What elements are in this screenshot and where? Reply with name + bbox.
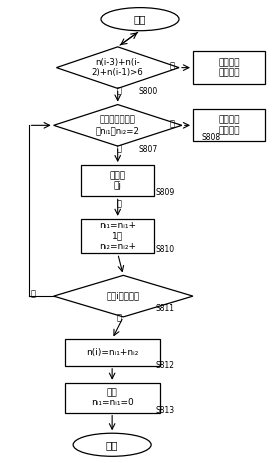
Text: n(i-3)+n(i-
2)+n(i-1)>6: n(i-3)+n(i- 2)+n(i-1)>6 (92, 58, 144, 77)
Text: 开始: 开始 (134, 14, 146, 24)
Text: S808: S808 (202, 133, 221, 142)
Text: S812: S812 (156, 361, 174, 370)
Text: 否: 否 (30, 290, 35, 299)
Text: S809: S809 (155, 188, 175, 197)
Bar (193, 51, 265, 84)
Ellipse shape (73, 433, 151, 457)
Bar (65, 339, 160, 366)
Text: S813: S813 (155, 406, 175, 415)
Polygon shape (54, 105, 182, 146)
Text: 周期i是否结束: 周期i是否结束 (107, 292, 140, 300)
Text: 普通相位
插入模块: 普通相位 插入模块 (218, 58, 240, 77)
Text: 否: 否 (116, 199, 122, 208)
Bar (81, 219, 154, 253)
Text: 否: 否 (116, 86, 122, 95)
Text: nᵢ₁=nᵢ₁+
1或
nᵢ₂=nᵢ₂+: nᵢ₁=nᵢ₁+ 1或 nᵢ₂=nᵢ₂+ (99, 221, 136, 251)
Polygon shape (56, 47, 179, 88)
Bar (193, 109, 265, 142)
Text: S807: S807 (139, 145, 158, 154)
Ellipse shape (101, 7, 179, 31)
Text: 是: 是 (170, 119, 174, 128)
Text: 插入相
位j: 插入相 位j (110, 171, 126, 190)
Text: 重置
nᵢ₁=nᵢ₁=0: 重置 nᵢ₁=nᵢ₁=0 (91, 388, 134, 407)
Text: 配时不变
保存请求: 配时不变 保存请求 (218, 116, 240, 135)
Text: S800: S800 (139, 87, 158, 96)
Polygon shape (54, 275, 193, 317)
Text: 是: 是 (116, 314, 122, 323)
Bar (65, 383, 160, 413)
Text: 否: 否 (116, 144, 122, 153)
Text: S811: S811 (156, 304, 174, 313)
Text: 结束: 结束 (106, 440, 118, 450)
Text: n(i)=nᵢ₁+nᵢ₂: n(i)=nᵢ₁+nᵢ₂ (86, 348, 138, 357)
Text: 是: 是 (170, 62, 174, 71)
Text: 当前半环插入标
记nᵢ₁或nᵢ₂=2: 当前半环插入标 记nᵢ₁或nᵢ₂=2 (96, 116, 140, 135)
Bar (81, 165, 154, 196)
Text: S810: S810 (155, 244, 175, 254)
